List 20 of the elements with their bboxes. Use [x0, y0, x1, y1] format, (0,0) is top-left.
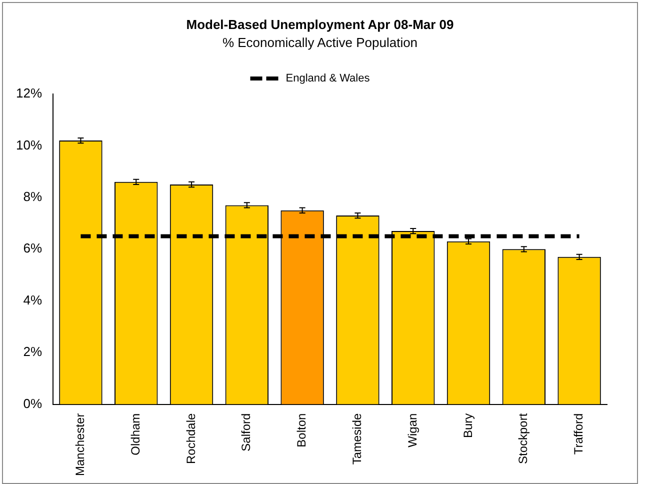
x-tick-label: Salford [239, 413, 254, 452]
chart-title: Model-Based Unemployment Apr 08-Mar 09 [185, 17, 455, 32]
y-tick-label: 0% [23, 396, 42, 411]
y-tick-label: 6% [23, 240, 42, 256]
x-tick-label: Tameside [350, 412, 364, 465]
y-tick-label: 4% [23, 292, 42, 308]
x-tick-label: Bolton [294, 413, 309, 448]
y-tick-label: 2% [23, 344, 42, 360]
x-tick-label: Stockport [516, 412, 530, 464]
y-tick-label: 8% [23, 189, 42, 204]
x-tick-label: Oldham [128, 413, 142, 456]
x-tick-label: Trafford [572, 413, 586, 455]
legend-label: England & Wales [286, 72, 370, 85]
x-tick-label: Manchester [73, 413, 88, 476]
x-tick-label: Rochdale [184, 412, 198, 464]
y-tick-label: 10% [16, 137, 42, 152]
x-tick-label: Bury [460, 413, 475, 438]
chart-subtitle: % Economically Active Population [221, 35, 419, 50]
y-tick-label: 12% [16, 86, 42, 101]
x-tick-label: Wigan [405, 413, 420, 448]
